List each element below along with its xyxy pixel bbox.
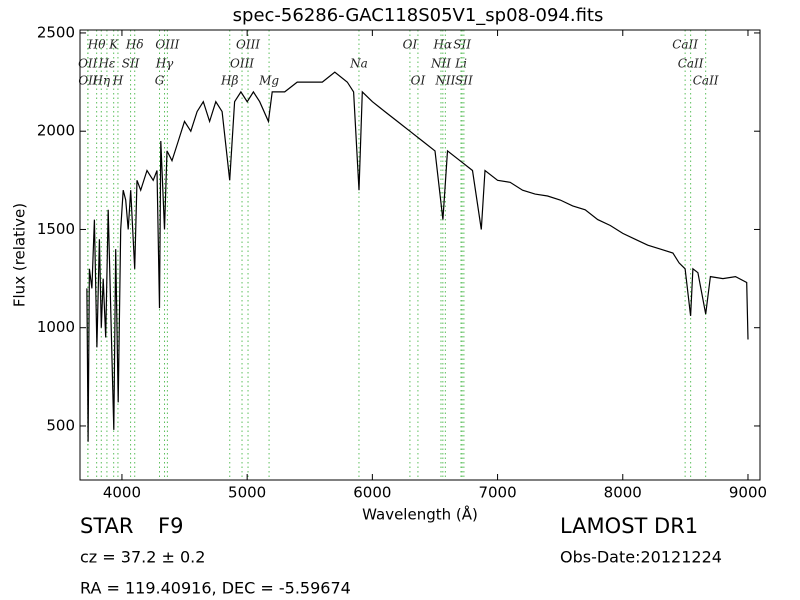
- y-tick-label: 2000: [37, 122, 75, 140]
- x-tick-label: 6000: [353, 484, 391, 502]
- spectral-line-label: OIII: [230, 57, 254, 71]
- spectral-line-label: Hα: [433, 38, 453, 52]
- spectral-line-label: SII: [122, 57, 140, 71]
- x-tick-label: 5000: [228, 484, 266, 502]
- spectral-line-label: OII: [78, 57, 98, 71]
- y-tick-label: 1000: [37, 318, 75, 336]
- x-tick-label: 8000: [604, 484, 642, 502]
- spectral-line-label: OIII: [155, 38, 179, 52]
- spectral-line-label: H: [112, 74, 124, 88]
- spectral-line-label: SII: [453, 38, 471, 52]
- spectral-line-label: OI: [403, 38, 418, 52]
- x-axis-label: Wavelength (Å): [362, 505, 478, 524]
- obs-date: Obs-Date:20121224: [560, 548, 722, 567]
- x-tick-label: 4000: [103, 484, 141, 502]
- spectral-line-label: G: [155, 74, 165, 88]
- spectral-line-label: Hδ: [125, 38, 144, 52]
- spectral-line-label: CaII: [672, 38, 698, 52]
- spectral-line-label: K: [108, 38, 119, 52]
- coordinates: RA = 119.40916, DEC = -5.59674: [80, 579, 351, 598]
- spectral-line-label: NII: [434, 74, 455, 88]
- x-tick-label: 7000: [478, 484, 516, 502]
- spectral-line-label: NII: [430, 57, 451, 71]
- object-class: STAR: [80, 514, 133, 538]
- spectral-line-label: Hβ: [220, 74, 238, 88]
- spectrum-line: [86, 71, 749, 442]
- spectral-line-label: OII: [78, 74, 98, 88]
- redshift: cz = 37.2 ± 0.2: [80, 548, 205, 567]
- spectral-line-label: CaII: [693, 74, 719, 88]
- y-tick-label: 2500: [37, 23, 75, 41]
- spectral-line-label: SII: [455, 74, 473, 88]
- y-tick-label: 1500: [37, 220, 75, 238]
- subclass: F9: [158, 514, 183, 538]
- y-tick-label: 500: [46, 416, 75, 434]
- spectral-line-label: Hη: [91, 74, 110, 88]
- y-axis-label: Flux (relative): [11, 203, 29, 307]
- plot-frame: [79, 29, 761, 481]
- spectral-line-label: CaII: [678, 57, 704, 71]
- spectral-line-label: Hγ: [155, 57, 174, 71]
- chart-title: spec-56286-GAC118S05V1_sp08-094.fits: [233, 5, 604, 26]
- spectral-line-label: OIII: [236, 38, 260, 52]
- spectral-line-label: Mg: [258, 74, 279, 88]
- spectral-line-label: Na: [349, 57, 368, 71]
- x-tick-label: 9000: [729, 484, 767, 502]
- spectral-line-label: Hθ: [87, 38, 106, 52]
- spectral-line-label: OI: [411, 74, 426, 88]
- spectral-line-label: Li: [454, 57, 467, 71]
- spectral-line-label: Hε: [97, 57, 115, 71]
- survey: LAMOST DR1: [560, 514, 698, 538]
